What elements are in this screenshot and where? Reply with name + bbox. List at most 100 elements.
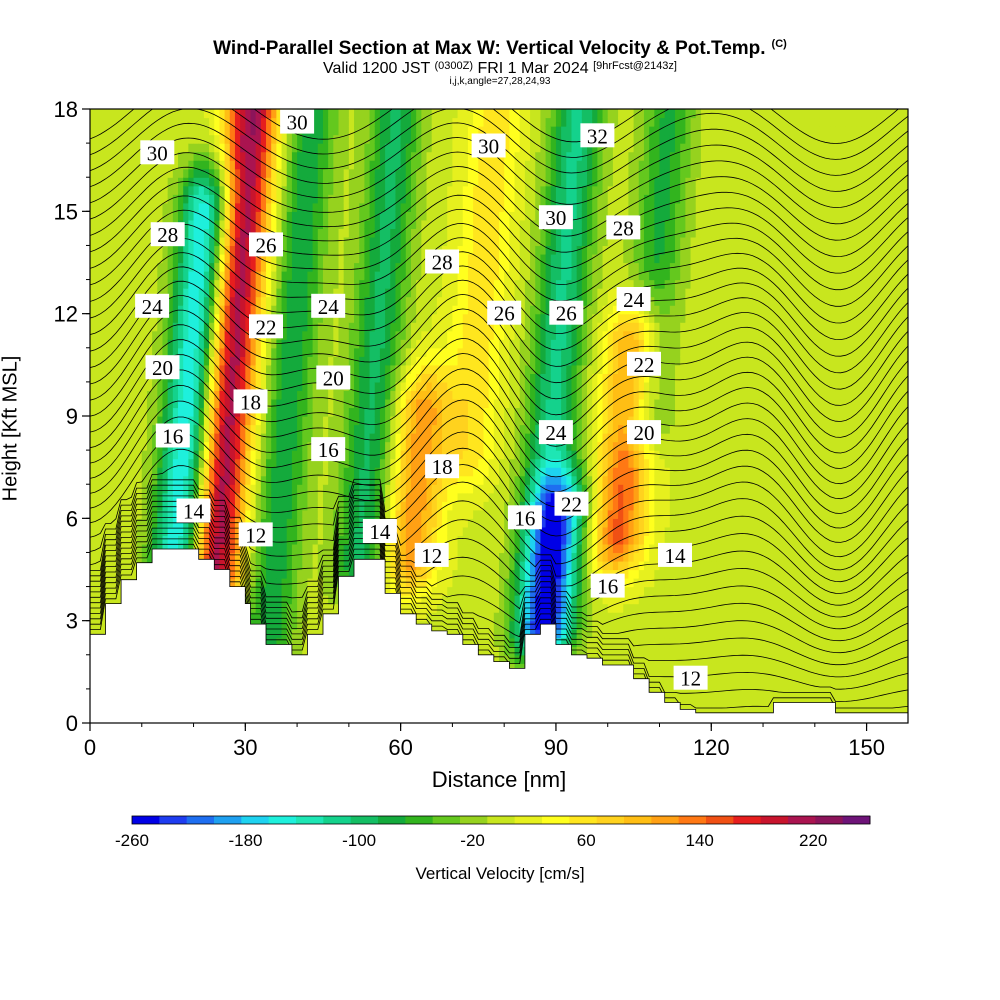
field-cell	[234, 194, 241, 204]
field-cell	[276, 160, 283, 170]
field-cell	[421, 322, 428, 332]
field-cell	[385, 185, 391, 195]
field-cell	[115, 143, 122, 153]
field-cell	[115, 330, 122, 340]
field-cell	[121, 373, 127, 383]
field-cell	[421, 288, 428, 298]
field-cell	[95, 390, 101, 400]
field-cell	[447, 569, 454, 579]
field-cell	[121, 339, 127, 349]
field-cell	[400, 202, 407, 212]
field-cell	[405, 364, 412, 374]
field-cell	[183, 236, 189, 247]
field-cell	[307, 262, 314, 272]
field-cell	[400, 339, 407, 349]
field-cell	[224, 398, 231, 409]
field-cell	[385, 347, 391, 357]
field-cell	[348, 288, 355, 298]
field-cell	[167, 117, 174, 127]
field-cell	[115, 109, 122, 119]
field-cell	[157, 288, 164, 298]
field-cell	[421, 117, 428, 127]
field-cell	[354, 168, 360, 178]
field-cell	[141, 262, 148, 272]
field-cell	[302, 578, 309, 588]
field-cell	[198, 543, 205, 554]
field-cell	[260, 484, 267, 494]
field-cell	[255, 211, 262, 221]
field-cell	[416, 330, 422, 340]
field-cell	[141, 458, 148, 468]
field-cell	[136, 245, 143, 255]
field-cell	[291, 313, 298, 323]
field-cell	[359, 109, 365, 119]
field-cell	[400, 279, 407, 289]
field-cell	[255, 168, 262, 178]
field-cell	[90, 134, 96, 144]
field-cell	[115, 305, 122, 315]
field-cell	[312, 160, 319, 170]
field-cell	[245, 552, 252, 562]
field-cell	[369, 279, 376, 289]
field-cell	[436, 509, 443, 519]
field-cell	[209, 228, 215, 238]
field-cell	[131, 160, 138, 170]
field-cell	[271, 262, 277, 272]
field-cell	[369, 339, 376, 349]
field-cell	[395, 339, 402, 349]
field-cell	[374, 484, 381, 494]
field-cell	[297, 168, 303, 178]
field-cell	[354, 552, 360, 562]
field-cell	[100, 143, 107, 153]
field-cell	[209, 398, 215, 409]
field-cell	[359, 143, 365, 153]
field-cell	[234, 552, 241, 562]
field-cell	[276, 450, 283, 460]
field-cell	[436, 271, 443, 281]
field-cell	[146, 117, 153, 127]
field-cell	[121, 347, 127, 357]
field-cell	[172, 279, 179, 289]
field-cell	[95, 202, 101, 212]
field-cell	[245, 586, 252, 596]
field-cell	[307, 535, 314, 545]
field-cell	[95, 407, 101, 417]
field-cell	[276, 202, 283, 212]
field-cell	[312, 475, 319, 485]
field-cell	[203, 322, 210, 332]
field-cell	[229, 143, 236, 153]
field-cell	[436, 586, 443, 596]
field-cell	[250, 373, 257, 383]
field-cell	[354, 322, 360, 332]
field-cell	[322, 168, 329, 178]
field-cell	[178, 202, 184, 212]
field-cell	[146, 484, 153, 494]
field-cell	[152, 288, 158, 298]
field-cell	[110, 211, 117, 221]
field-cell	[126, 322, 133, 332]
field-cell	[136, 194, 143, 204]
field-cell	[369, 364, 376, 374]
field-cell	[421, 219, 428, 229]
field-cell	[276, 177, 283, 187]
field-cell	[115, 202, 122, 212]
field-cell	[395, 151, 402, 161]
field-cell	[374, 458, 381, 468]
field-cell	[146, 398, 153, 409]
field-cell	[131, 313, 138, 323]
field-cell	[198, 245, 205, 255]
field-cell	[354, 305, 360, 315]
field-cell	[141, 219, 148, 229]
field-cell	[121, 518, 127, 528]
field-cell	[152, 134, 158, 144]
field-cell	[416, 347, 422, 357]
field-cell	[379, 126, 386, 136]
field-cell	[203, 219, 210, 229]
field-cell	[338, 126, 345, 136]
field-cell	[343, 347, 350, 357]
field-cell	[421, 313, 428, 323]
field-cell	[410, 398, 417, 409]
field-cell	[100, 313, 107, 323]
field-cell	[229, 330, 236, 340]
field-cell	[105, 560, 112, 571]
